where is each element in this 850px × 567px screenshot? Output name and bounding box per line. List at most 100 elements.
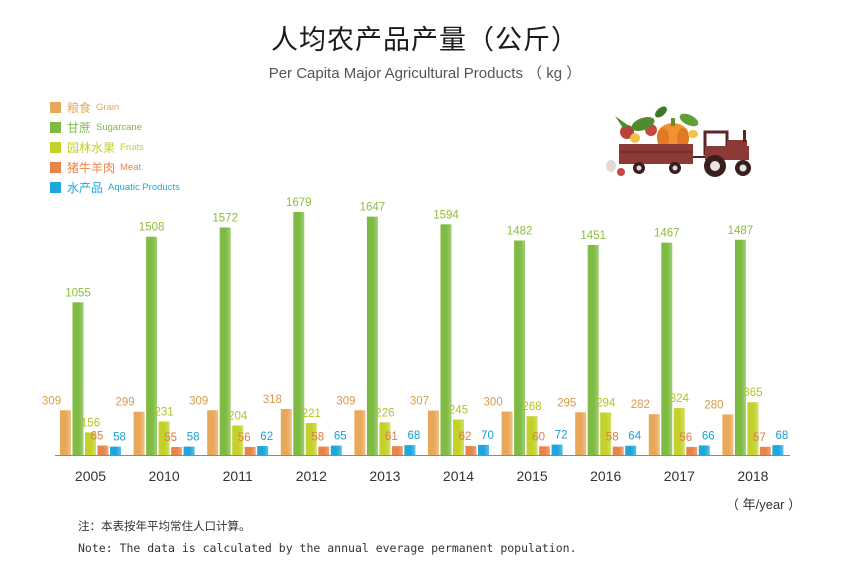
data-label: 204 [228,410,248,422]
data-label: 56 [679,432,692,444]
x-axis-unit-label: （ 年/year ） [726,497,802,512]
legend-label-en: Fruits [120,141,144,153]
data-label: 1594 [433,209,459,221]
x-tick-label: 2012 [296,468,327,484]
bar [686,446,698,455]
bar [133,411,145,455]
bar [391,446,403,455]
bar [60,410,71,455]
x-tick-label: 2015 [517,468,548,484]
bar [305,423,317,455]
bar [354,410,366,455]
data-label: 1055 [65,287,91,299]
legend-label-cn: 水产品 [67,180,104,195]
data-label: 295 [557,397,576,409]
legend-item: 园林水果 Fruits [50,137,180,157]
data-label: 68 [408,430,421,442]
bar [72,302,84,455]
legend-item: 水产品 Aquatic Products [50,177,180,197]
data-label: 309 [42,395,61,407]
bar [244,446,256,455]
bar [219,227,231,455]
bar [501,411,513,455]
data-label: 65 [91,431,104,443]
chart-title: 人均农产品产量（公斤） [271,25,579,56]
data-label: 299 [116,397,135,409]
data-label: 1487 [728,225,754,237]
x-tick-label: 2005 [75,468,106,484]
bar [330,445,342,455]
bar [673,408,685,455]
bar [379,422,391,455]
bar [404,445,416,455]
data-label: 58 [606,432,619,444]
data-label: 68 [776,430,789,442]
bar [587,244,599,455]
data-label: 61 [385,431,398,443]
data-label: 66 [702,430,715,442]
data-label: 64 [628,431,641,443]
data-label: 300 [484,397,503,409]
bar [772,445,784,455]
data-label: 226 [375,407,394,419]
bar [146,236,158,455]
data-label: 156 [81,417,100,429]
bar [661,242,673,455]
legend-item: 猪牛羊肉 Meat [50,157,180,177]
data-label: 60 [532,431,545,443]
data-label: 57 [753,432,766,444]
data-label: 309 [189,395,208,407]
x-tick-label: 2018 [737,468,768,484]
legend-label-cn: 园林水果 [67,140,116,155]
x-tick-label: 2011 [223,468,253,484]
legend-swatch [50,181,61,193]
bar [207,410,219,455]
bar [526,416,538,455]
x-tick-label: 2016 [590,468,621,484]
data-label: 1508 [139,222,165,234]
bar [612,446,624,455]
x-tick-label: 2013 [369,468,400,484]
bar [478,444,489,455]
data-label: 221 [302,408,321,420]
bar [110,446,121,455]
bar [280,408,292,455]
data-label: 72 [555,430,568,442]
bar [293,212,305,455]
tractor-with-vegetables-icon [606,106,751,177]
data-label: 280 [704,399,723,411]
x-tick-label: 2017 [664,468,695,484]
data-label: 307 [410,396,429,408]
data-label: 70 [481,430,494,442]
data-label: 62 [459,431,472,443]
bar [453,419,464,455]
legend-swatch [50,101,61,113]
legend-label-en: Meat [120,161,142,173]
data-label: 58 [113,432,126,444]
bar [551,444,563,455]
data-label: 65 [334,431,347,443]
bar [539,446,551,455]
bar [232,425,244,455]
x-tick-label: 2014 [443,468,474,484]
x-tick-label: 2010 [149,468,180,484]
data-label: 318 [263,394,282,406]
bar [734,239,746,455]
data-label: 1451 [580,230,606,242]
data-label: 1482 [507,226,533,238]
bar [465,446,477,455]
data-label: 1572 [212,212,238,224]
data-label: 365 [743,387,762,399]
bar [318,446,330,455]
legend-swatch [50,121,61,133]
bar [747,402,759,455]
note-en: Note: The data is calculated by the annu… [78,541,577,555]
legend-label-en: Sugarcane [96,121,142,133]
bar [648,414,660,455]
data-label: 309 [336,395,355,407]
legend: 粮食 Grain 甘蔗 Sugarcane 园林水果 Fruits 猪牛羊肉 Meat 水产品 A… [50,97,180,197]
legend-label-cn: 甘蔗 [67,120,92,135]
bar [625,445,637,455]
notes: 注：本表按年平均常住人口计算。 Note: The data is calcul… [78,515,577,559]
